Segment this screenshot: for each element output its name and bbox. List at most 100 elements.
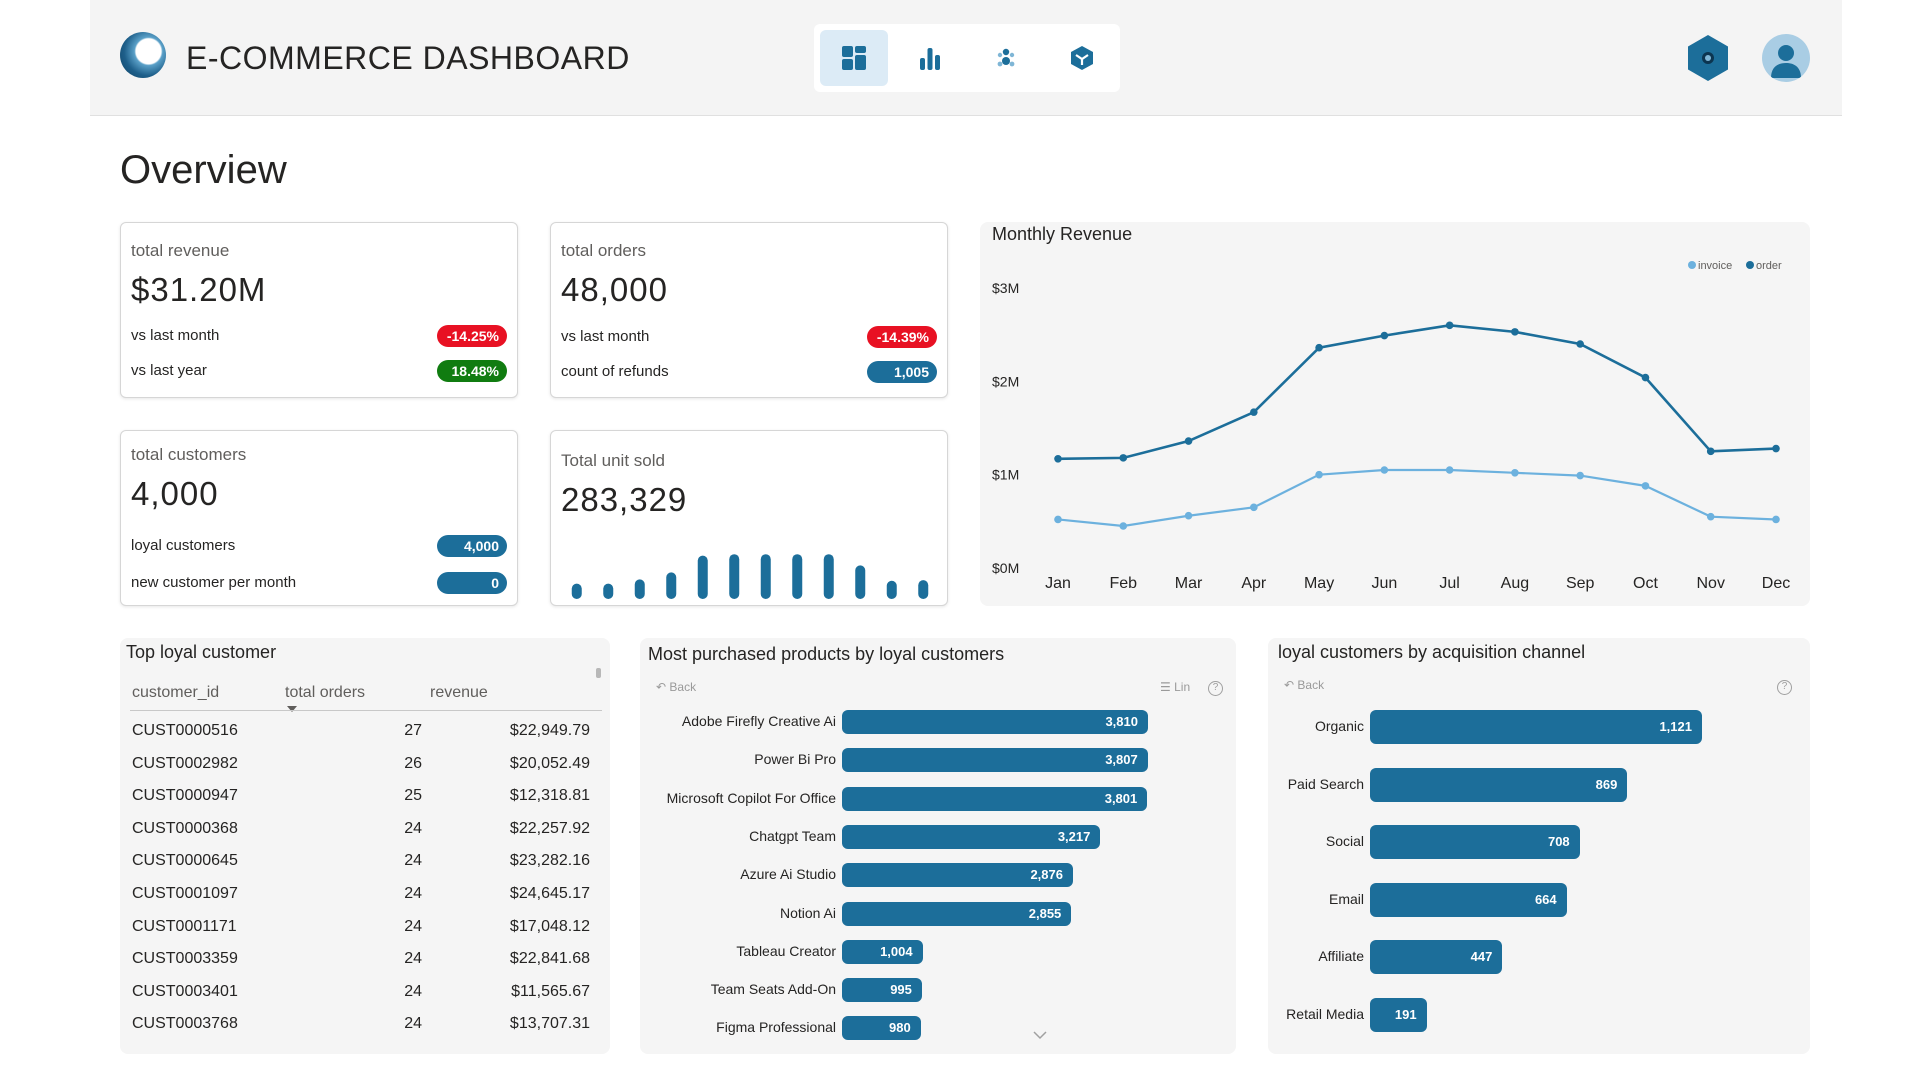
back-label: Back bbox=[669, 680, 697, 694]
data-point-invoice[interactable] bbox=[1641, 482, 1650, 490]
bar-row[interactable]: Affiliate 447 bbox=[1268, 940, 1810, 975]
bar[interactable]: 3,807 bbox=[842, 748, 1148, 773]
back-button[interactable]: ↶ Back bbox=[1284, 678, 1324, 692]
column-header[interactable]: total orders bbox=[285, 684, 366, 701]
bar-row[interactable]: Email 664 bbox=[1268, 882, 1810, 917]
column-header[interactable]: customer_id bbox=[132, 684, 220, 701]
column-header[interactable]: revenue bbox=[430, 684, 488, 701]
table-row[interactable]: CUST0000645 24 $23,282.16 bbox=[120, 844, 610, 877]
help-icon[interactable]: ? bbox=[1208, 681, 1223, 696]
x-tick-label: Aug bbox=[1501, 575, 1529, 592]
bar[interactable]: 1,004 bbox=[842, 939, 923, 964]
table-row[interactable]: CUST0002982 26 $20,052.49 bbox=[120, 747, 610, 780]
bar-value-label: 2,876 bbox=[1030, 867, 1063, 883]
bar[interactable]: 447 bbox=[1370, 940, 1503, 975]
data-point-order[interactable] bbox=[1511, 328, 1519, 336]
bar[interactable]: 869 bbox=[1370, 767, 1628, 802]
bar[interactable]: 995 bbox=[842, 978, 922, 1003]
data-point-invoice[interactable] bbox=[1054, 515, 1062, 524]
bar-row[interactable]: Retail Media 191 bbox=[1268, 998, 1810, 1032]
bar[interactable]: 1,121 bbox=[1370, 710, 1702, 744]
table-row[interactable]: CUST0001171 24 $17,048.12 bbox=[120, 910, 610, 943]
table-row[interactable]: CUST0003768 24 $13,707.31 bbox=[120, 1007, 610, 1040]
chevron-down-icon[interactable] bbox=[1032, 1030, 1048, 1040]
bar[interactable]: 3,801 bbox=[842, 786, 1148, 811]
help-icon[interactable]: ? bbox=[1777, 680, 1792, 695]
data-point-order[interactable] bbox=[1315, 343, 1323, 352]
nav-products-button[interactable] bbox=[1048, 30, 1116, 86]
kpi-row-label: vs last month bbox=[131, 327, 220, 344]
bar[interactable]: 980 bbox=[842, 1016, 921, 1041]
back-button[interactable]: ↶ Back bbox=[656, 680, 696, 694]
data-point-order[interactable] bbox=[1576, 340, 1584, 348]
table-row[interactable]: CUST0003359 24 $22,841.68 bbox=[120, 942, 610, 975]
user-avatar-button[interactable] bbox=[1762, 34, 1810, 82]
data-point-invoice[interactable] bbox=[1119, 522, 1128, 530]
table-row[interactable]: CUST0000947 25 $12,318.81 bbox=[120, 779, 610, 812]
bar-row[interactable]: Tableau Creator 1,004 bbox=[640, 939, 1236, 968]
data-point-invoice[interactable] bbox=[1184, 511, 1193, 520]
x-tick-label: Apr bbox=[1241, 575, 1267, 592]
bar[interactable]: 708 bbox=[1370, 825, 1580, 860]
bar[interactable]: 3,810 bbox=[842, 710, 1148, 734]
bar-row[interactable]: Figma Professional 980 bbox=[640, 1016, 1236, 1044]
bar-row[interactable]: Azure Ai Studio 2,876 bbox=[640, 863, 1236, 891]
total-orders-cell: 24 bbox=[404, 917, 422, 935]
data-point-invoice[interactable] bbox=[1706, 512, 1715, 521]
table-row[interactable]: CUST0000368 24 $22,257.92 bbox=[120, 812, 610, 845]
chart-title: Monthly Revenue bbox=[992, 224, 1133, 244]
bar-row[interactable]: Social 708 bbox=[1268, 825, 1810, 860]
bar[interactable]: 664 bbox=[1370, 882, 1567, 917]
data-point-order[interactable] bbox=[1641, 373, 1650, 382]
table-row[interactable]: CUST0003401 24 $11,565.67 bbox=[120, 975, 610, 1008]
line-toggle-button[interactable]: ☰ Lin bbox=[1160, 680, 1190, 694]
scrollbar[interactable] bbox=[596, 668, 601, 678]
status-badge: 18.48% bbox=[437, 360, 507, 382]
data-point-invoice[interactable] bbox=[1576, 471, 1584, 480]
series-line-order[interactable] bbox=[1057, 324, 1777, 461]
revenue-cell: $24,645.17 bbox=[509, 885, 590, 902]
nav-analytics-button[interactable] bbox=[896, 30, 964, 86]
back-arrow-icon: ↶ bbox=[656, 680, 667, 694]
data-point-order[interactable] bbox=[1054, 455, 1062, 463]
data-point-invoice[interactable] bbox=[1511, 469, 1519, 477]
table-row[interactable]: CUST0001097 24 $24,645.17 bbox=[120, 877, 610, 910]
data-point-invoice[interactable] bbox=[1772, 515, 1780, 524]
revenue-cell: $17,048.12 bbox=[509, 917, 590, 935]
bar[interactable]: 3,217 bbox=[842, 824, 1101, 849]
series-line-invoice[interactable] bbox=[1057, 468, 1777, 528]
bar[interactable]: 2,876 bbox=[842, 863, 1073, 888]
data-point-invoice[interactable] bbox=[1445, 466, 1454, 474]
nav-dashboard-button[interactable] bbox=[820, 30, 888, 86]
bar-row[interactable]: Adobe Firefly Creative Ai 3,810 bbox=[640, 710, 1236, 738]
bar-row[interactable]: Power Bi Pro 3,807 bbox=[640, 748, 1236, 776]
bar-row[interactable]: Chatgpt Team 3,217 bbox=[640, 824, 1236, 853]
data-point-invoice[interactable] bbox=[1315, 470, 1323, 479]
data-point-order[interactable] bbox=[1184, 437, 1193, 445]
bar-row[interactable]: Team Seats Add-On 995 bbox=[640, 978, 1236, 1006]
data-point-order[interactable] bbox=[1445, 321, 1454, 330]
bar-row[interactable]: Microsoft Copilot For Office 3,801 bbox=[640, 786, 1236, 815]
customer-id-cell: CUST0000947 bbox=[132, 787, 238, 805]
bar-row[interactable]: Paid Search 869 bbox=[1268, 767, 1810, 802]
nav-customers-button[interactable] bbox=[972, 30, 1040, 86]
bar[interactable]: 2,855 bbox=[842, 901, 1072, 926]
data-point-order[interactable] bbox=[1119, 454, 1128, 462]
bar-label: Retail Media bbox=[1286, 1006, 1364, 1022]
data-point-order[interactable] bbox=[1380, 331, 1389, 340]
settings-button[interactable] bbox=[1684, 34, 1732, 82]
bar-label: Team Seats Add-On bbox=[710, 981, 836, 998]
bar-row[interactable]: Organic 1,121 bbox=[1268, 710, 1810, 744]
data-point-order[interactable] bbox=[1250, 408, 1258, 416]
table-row[interactable]: CUST0000516 27 $22,949.79 bbox=[120, 714, 610, 747]
bar-row[interactable]: Notion Ai 2,855 bbox=[640, 901, 1236, 930]
user-avatar-icon bbox=[1771, 45, 1801, 78]
customer-id-cell: CUST0003768 bbox=[132, 1015, 238, 1033]
data-point-order[interactable] bbox=[1772, 444, 1780, 453]
bar[interactable]: 191 bbox=[1370, 998, 1427, 1032]
table-divider bbox=[130, 710, 602, 711]
data-point-invoice[interactable] bbox=[1250, 503, 1258, 512]
data-point-invoice[interactable] bbox=[1380, 466, 1389, 474]
data-point-order[interactable] bbox=[1706, 447, 1715, 456]
kpi-row-label: vs last month bbox=[561, 328, 650, 345]
